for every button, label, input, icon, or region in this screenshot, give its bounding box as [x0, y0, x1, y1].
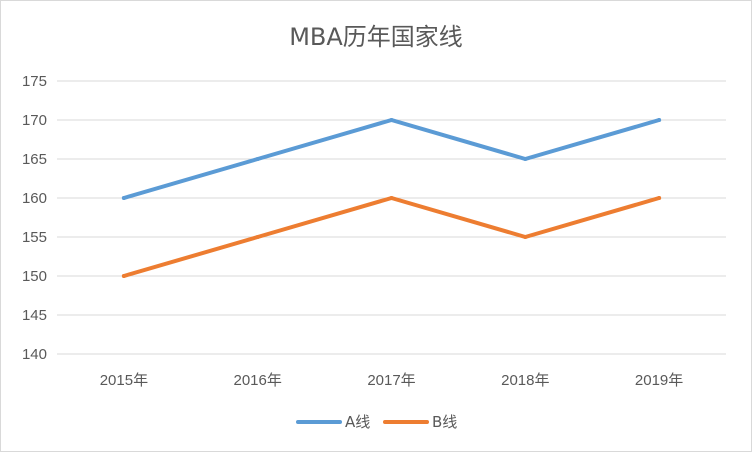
chart-title: MBA历年国家线 [289, 23, 463, 51]
data-point [121, 274, 126, 278]
legend-label: A线 [345, 413, 370, 431]
y-tick-label: 160 [22, 190, 47, 207]
data-point [523, 157, 528, 161]
y-tick-label: 170 [22, 112, 47, 129]
y-axis-ticks: 140 145 150 155 160 165 170 175 [22, 73, 47, 363]
data-point [657, 196, 662, 200]
data-point [255, 157, 260, 161]
legend: A线 B线 [296, 413, 457, 431]
data-point [657, 118, 662, 122]
series-lines [121, 118, 662, 278]
x-tick-label: 2019年 [635, 372, 683, 389]
data-point [389, 196, 394, 200]
x-tick-label: 2016年 [234, 372, 282, 389]
y-tick-label: 165 [22, 151, 47, 168]
y-tick-label: 140 [22, 346, 47, 363]
x-tick-label: 2015年 [100, 372, 148, 389]
y-tick-label: 150 [22, 268, 47, 285]
x-tick-label: 2017年 [367, 372, 415, 389]
y-tick-label: 145 [22, 307, 47, 324]
x-axis-ticks: 2015年 2016年 2017年 2018年 2019年 [100, 372, 684, 389]
data-point [121, 196, 126, 200]
data-point [255, 235, 260, 239]
x-tick-label: 2018年 [501, 372, 549, 389]
y-tick-label: 175 [22, 73, 47, 90]
y-tick-label: 155 [22, 229, 47, 246]
data-point [523, 235, 528, 239]
data-point [389, 118, 394, 122]
legend-label: B线 [432, 413, 457, 431]
